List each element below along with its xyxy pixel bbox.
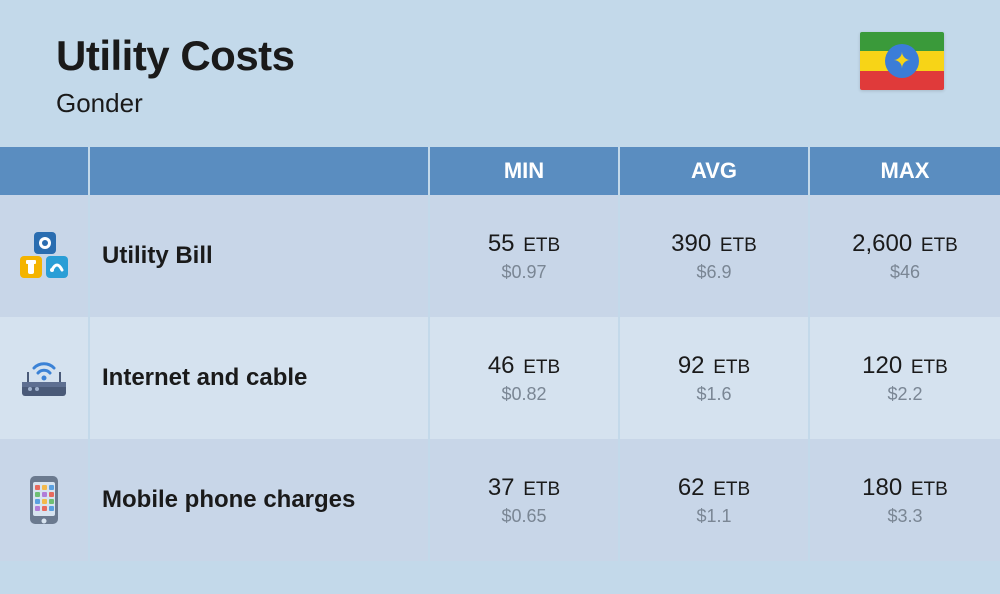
value-secondary: $2.2 xyxy=(887,384,922,405)
table-row: Internet and cable 46 ETB $0.82 92 ETB $1.6 1… xyxy=(0,317,1000,439)
cell-min: 46 ETB $0.82 xyxy=(430,317,620,439)
table-header-blank2 xyxy=(90,147,430,195)
flag-icon: ✦ xyxy=(860,32,944,90)
value-primary: 180 ETB xyxy=(862,474,948,502)
value-primary: 390 ETB xyxy=(671,230,757,258)
flag-star-icon: ✦ xyxy=(885,44,919,78)
cell-max: 180 ETB $3.3 xyxy=(810,439,1000,561)
phone-icon xyxy=(0,439,90,561)
row-label: Internet and cable xyxy=(90,317,430,439)
title-block: Utility Costs Gonder xyxy=(56,32,295,119)
router-icon xyxy=(0,317,90,439)
utility-icon xyxy=(0,195,90,317)
cell-avg: 390 ETB $6.9 xyxy=(620,195,810,317)
cost-table: MIN AVG MAX Utility Bill 55 ETB $0.97 390 E… xyxy=(0,147,1000,561)
cell-max: 2,600 ETB $46 xyxy=(810,195,1000,317)
cell-avg: 92 ETB $1.6 xyxy=(620,317,810,439)
page-subtitle: Gonder xyxy=(56,88,295,119)
value-secondary: $3.3 xyxy=(887,506,922,527)
value-secondary: $46 xyxy=(890,262,920,283)
table-header-min: MIN xyxy=(430,147,620,195)
value-secondary: $0.65 xyxy=(501,506,546,527)
table-row: Utility Bill 55 ETB $0.97 390 ETB $6.9 2,600 … xyxy=(0,195,1000,317)
value-primary: 2,600 ETB xyxy=(852,230,958,258)
value-primary: 55 ETB xyxy=(488,230,560,258)
value-secondary: $1.6 xyxy=(696,384,731,405)
value-primary: 46 ETB xyxy=(488,352,560,380)
table-header-max: MAX xyxy=(810,147,1000,195)
cell-min: 55 ETB $0.97 xyxy=(430,195,620,317)
value-secondary: $1.1 xyxy=(696,506,731,527)
page-title: Utility Costs xyxy=(56,32,295,80)
table-header-row: MIN AVG MAX xyxy=(0,147,1000,195)
table-header-blank1 xyxy=(0,147,90,195)
row-label: Mobile phone charges xyxy=(90,439,430,561)
value-secondary: $0.82 xyxy=(501,384,546,405)
cell-max: 120 ETB $2.2 xyxy=(810,317,1000,439)
table-header-avg: AVG xyxy=(620,147,810,195)
table-row: Mobile phone charges 37 ETB $0.65 62 ETB $1.… xyxy=(0,439,1000,561)
table-body: Utility Bill 55 ETB $0.97 390 ETB $6.9 2,600 … xyxy=(0,195,1000,561)
value-primary: 92 ETB xyxy=(678,352,750,380)
value-primary: 37 ETB xyxy=(488,474,560,502)
header: Utility Costs Gonder ✦ xyxy=(0,0,1000,147)
value-secondary: $0.97 xyxy=(501,262,546,283)
cell-avg: 62 ETB $1.1 xyxy=(620,439,810,561)
value-primary: 120 ETB xyxy=(862,352,948,380)
cell-min: 37 ETB $0.65 xyxy=(430,439,620,561)
value-secondary: $6.9 xyxy=(696,262,731,283)
value-primary: 62 ETB xyxy=(678,474,750,502)
row-label: Utility Bill xyxy=(90,195,430,317)
